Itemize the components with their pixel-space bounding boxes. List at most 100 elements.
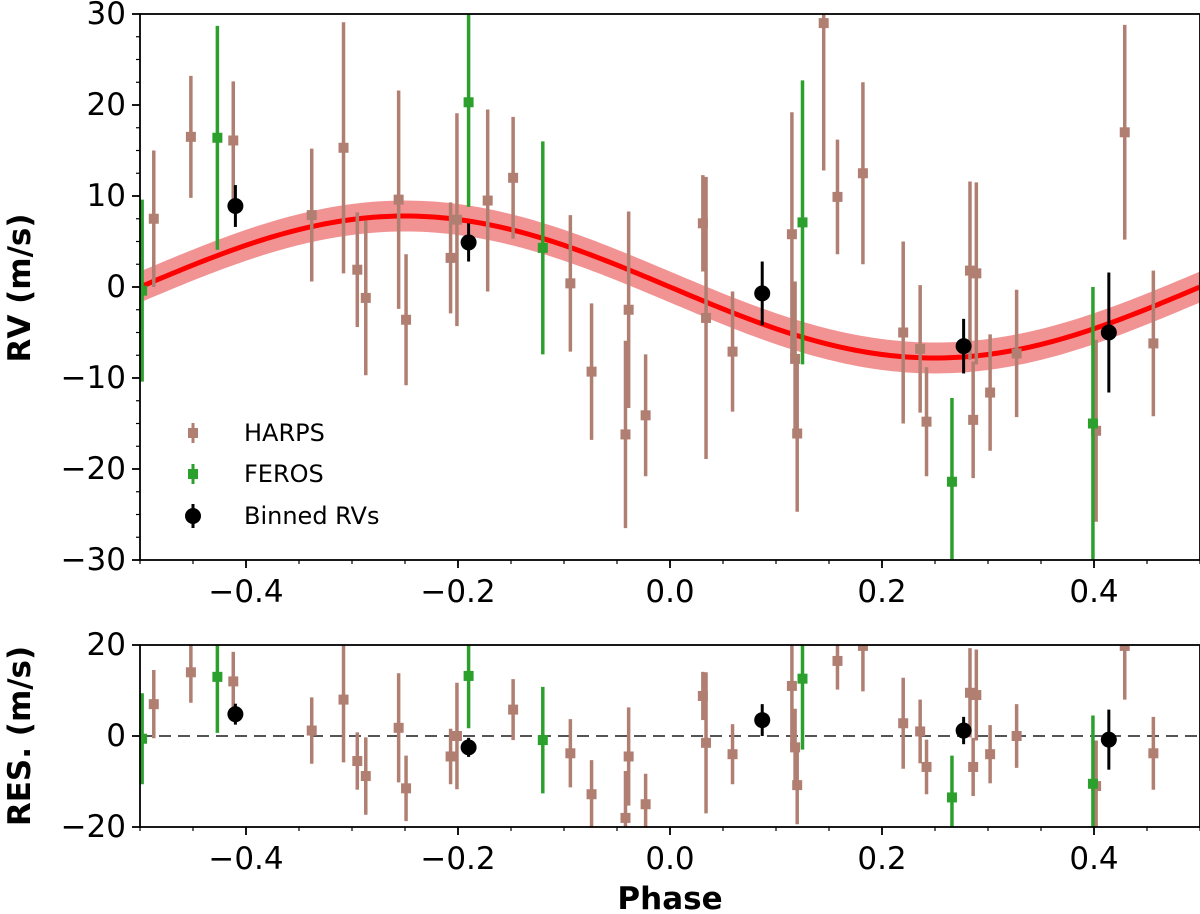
harps-point bbox=[1091, 425, 1102, 436]
binned-rvs-point bbox=[754, 712, 771, 729]
main-y-tick-label: 30 bbox=[87, 0, 126, 32]
harps-point bbox=[185, 667, 196, 678]
harps-point bbox=[701, 312, 712, 323]
harps-point bbox=[185, 131, 196, 142]
main-x-tick-label: 0.0 bbox=[645, 574, 694, 610]
harps-point bbox=[393, 194, 404, 205]
main-y-tick-label: 10 bbox=[87, 178, 126, 214]
harps-point bbox=[586, 789, 597, 800]
main-x-tick-label: 0.4 bbox=[1069, 574, 1118, 610]
feros-point bbox=[463, 670, 474, 681]
main-x-tick-label: −0.4 bbox=[208, 574, 283, 610]
harps-point bbox=[832, 655, 843, 666]
harps-point bbox=[586, 366, 597, 377]
res-x-tick-label: 0.2 bbox=[857, 841, 906, 877]
harps-point bbox=[985, 749, 996, 760]
feros-point bbox=[797, 673, 808, 684]
harps-point bbox=[964, 265, 975, 276]
harps-point bbox=[508, 704, 519, 715]
rv-panel: −0.4 −0.2 0.0 0.2 0.4 −30 −20 −10 0 10 20 30 bbox=[61, 0, 1200, 610]
harps-point bbox=[360, 771, 371, 782]
harps-point bbox=[451, 731, 462, 741]
feros-point bbox=[537, 242, 548, 253]
main-y-tick-label: −30 bbox=[61, 542, 126, 578]
harps-point bbox=[898, 327, 909, 338]
harps-point bbox=[306, 210, 317, 221]
main-y-tick-label: 20 bbox=[87, 87, 126, 123]
harps-point bbox=[792, 428, 803, 439]
res-y-axis-title: RES. (m/s) bbox=[2, 646, 38, 826]
harps-point bbox=[985, 387, 996, 398]
feros-point bbox=[797, 217, 808, 228]
harps-point bbox=[915, 726, 926, 737]
feros-point bbox=[1087, 778, 1098, 789]
main-x-tick-label: 0.2 bbox=[857, 574, 906, 610]
feros-point bbox=[140, 733, 148, 744]
harps-point bbox=[792, 780, 803, 791]
harps-point bbox=[857, 645, 868, 651]
harps-point bbox=[640, 799, 651, 810]
harps-point bbox=[1148, 748, 1159, 759]
harps-point bbox=[228, 135, 239, 146]
harps-point bbox=[968, 761, 979, 772]
harps-point bbox=[306, 725, 317, 736]
binned-rvs-point bbox=[955, 338, 972, 355]
harps-point bbox=[640, 410, 651, 421]
harps-point bbox=[1011, 348, 1022, 359]
harps-point bbox=[401, 314, 412, 325]
res-y-tick-label: 0 bbox=[106, 718, 126, 754]
harps-point bbox=[623, 304, 634, 315]
harps-point bbox=[786, 229, 797, 240]
harps-point bbox=[697, 218, 708, 229]
res-x-tick-label: 0.0 bbox=[645, 841, 694, 877]
harps-point bbox=[401, 783, 412, 794]
harps-point bbox=[148, 699, 159, 710]
harps-point bbox=[790, 353, 801, 364]
feros-point bbox=[463, 97, 474, 108]
feros-point bbox=[946, 476, 957, 487]
harps-point bbox=[620, 429, 631, 440]
harps-point bbox=[968, 414, 979, 425]
legend-label: Binned RVs bbox=[244, 502, 379, 530]
harps-point bbox=[565, 748, 576, 759]
harps-point bbox=[727, 346, 738, 357]
legend-marker bbox=[188, 428, 198, 438]
harps-point bbox=[451, 214, 462, 225]
residuals-panel: −0.4 −0.2 0.0 0.2 0.4 −20 0 20 bbox=[61, 627, 1200, 877]
res-x-tick-label: −0.4 bbox=[208, 841, 283, 877]
harps-point bbox=[352, 264, 363, 275]
binned-rvs-point bbox=[460, 739, 477, 756]
harps-point bbox=[565, 278, 576, 289]
legend-label: HARPS bbox=[244, 419, 325, 447]
harps-point bbox=[623, 751, 634, 762]
binned-rvs-point bbox=[955, 722, 972, 739]
harps-point bbox=[915, 343, 926, 354]
res-y-tick-label: −20 bbox=[61, 809, 126, 845]
binned-rvs-point bbox=[754, 285, 771, 302]
res-y-tick-label: 20 bbox=[87, 627, 126, 663]
harps-point bbox=[701, 737, 712, 748]
harps-point bbox=[832, 191, 843, 202]
harps-point bbox=[1148, 338, 1159, 349]
feros-point bbox=[946, 792, 957, 803]
harps-point bbox=[971, 268, 982, 279]
harps-point bbox=[818, 18, 829, 29]
feros-point bbox=[140, 285, 148, 296]
main-y-tick-label: −20 bbox=[61, 451, 126, 487]
feros-point bbox=[537, 735, 548, 746]
feros-point bbox=[212, 671, 223, 682]
harps-point bbox=[352, 756, 363, 767]
binned-rvs-point bbox=[460, 234, 477, 251]
harps-point bbox=[360, 292, 371, 303]
feros-point bbox=[212, 132, 223, 143]
harps-point bbox=[921, 761, 932, 772]
harps-point bbox=[393, 722, 404, 733]
harps-point bbox=[1119, 127, 1130, 138]
harps-point bbox=[790, 742, 801, 753]
harps-point bbox=[921, 416, 932, 427]
main-plot-area bbox=[140, 14, 1200, 560]
harps-point bbox=[482, 195, 493, 206]
harps-point bbox=[964, 687, 975, 698]
res-x-tick-label: 0.4 bbox=[1069, 841, 1118, 877]
